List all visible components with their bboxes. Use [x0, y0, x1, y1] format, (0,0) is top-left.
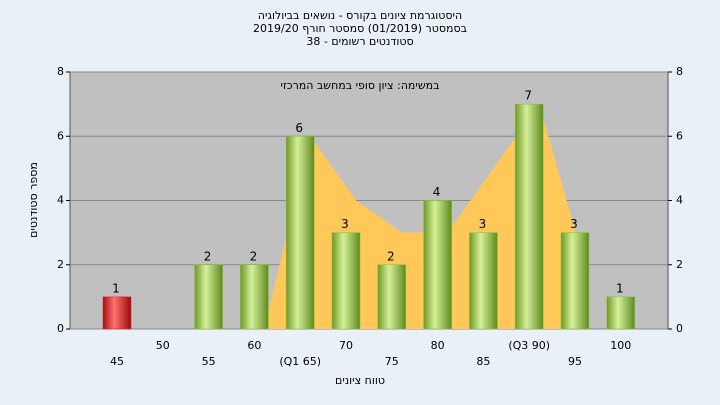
y2-tick-label: 6	[676, 129, 683, 142]
y-tick-label: 2	[57, 258, 64, 271]
y2-tick-label: 4	[676, 194, 683, 207]
x-tick-label: 95	[568, 355, 582, 368]
x-tick-label: 70	[339, 339, 353, 352]
chart-subtitle: סטודנטים רשומים - 38	[306, 35, 413, 48]
bar	[514, 103, 544, 330]
bar	[423, 200, 452, 330]
data-label: 2	[387, 249, 395, 263]
bar	[469, 232, 498, 330]
bar	[377, 264, 407, 330]
bar	[606, 296, 636, 330]
y2-tick-label: 0	[676, 322, 683, 335]
data-label: 4	[433, 185, 441, 199]
y-axis-label: מספר סטודנטים	[27, 162, 40, 238]
x-tick-label: (Q3 90)	[508, 339, 550, 352]
x-tick-label: 50	[156, 339, 170, 352]
data-label: 1	[112, 281, 120, 295]
x-tick-label: 80	[431, 339, 445, 352]
data-label: 2	[204, 249, 212, 263]
data-label: 3	[341, 217, 349, 231]
x-tick-label: 75	[385, 355, 399, 368]
chart-title: היסטוגרמת ציונים בקורס - נושאים בביולוגי…	[258, 9, 462, 22]
bar	[331, 232, 361, 330]
x-axis-label: טווח ציונים	[335, 374, 385, 387]
bar	[240, 264, 269, 330]
bar	[285, 136, 315, 330]
bar	[194, 264, 223, 330]
y2-tick-label: 8	[676, 65, 683, 78]
data-label: 7	[524, 89, 532, 103]
data-label: 1	[616, 281, 624, 295]
x-tick-label: 60	[247, 339, 261, 352]
x-tick-label: 55	[202, 355, 216, 368]
x-tick-label: 85	[476, 355, 490, 368]
y-tick-label: 8	[57, 65, 64, 78]
x-tick-label: 45	[110, 355, 124, 368]
x-tick-label: (Q1 65)	[279, 355, 321, 368]
y-tick-label: 6	[57, 129, 64, 142]
y-tick-label: 4	[57, 194, 64, 207]
data-label: 3	[479, 217, 487, 231]
y-tick-label: 0	[57, 322, 64, 335]
chart-subtitle: בסמסטר (01/2019) סמסטר חורף 2019/20	[253, 22, 467, 35]
bar	[560, 232, 590, 330]
annotation: במשימה: ציון סופי במחשב המרכזי	[280, 79, 439, 92]
data-label: 6	[295, 121, 303, 135]
y2-tick-label: 2	[676, 258, 683, 271]
data-label: 2	[250, 249, 258, 263]
x-tick-label: 100	[610, 339, 631, 352]
data-label: 3	[570, 217, 578, 231]
bar	[102, 296, 132, 330]
